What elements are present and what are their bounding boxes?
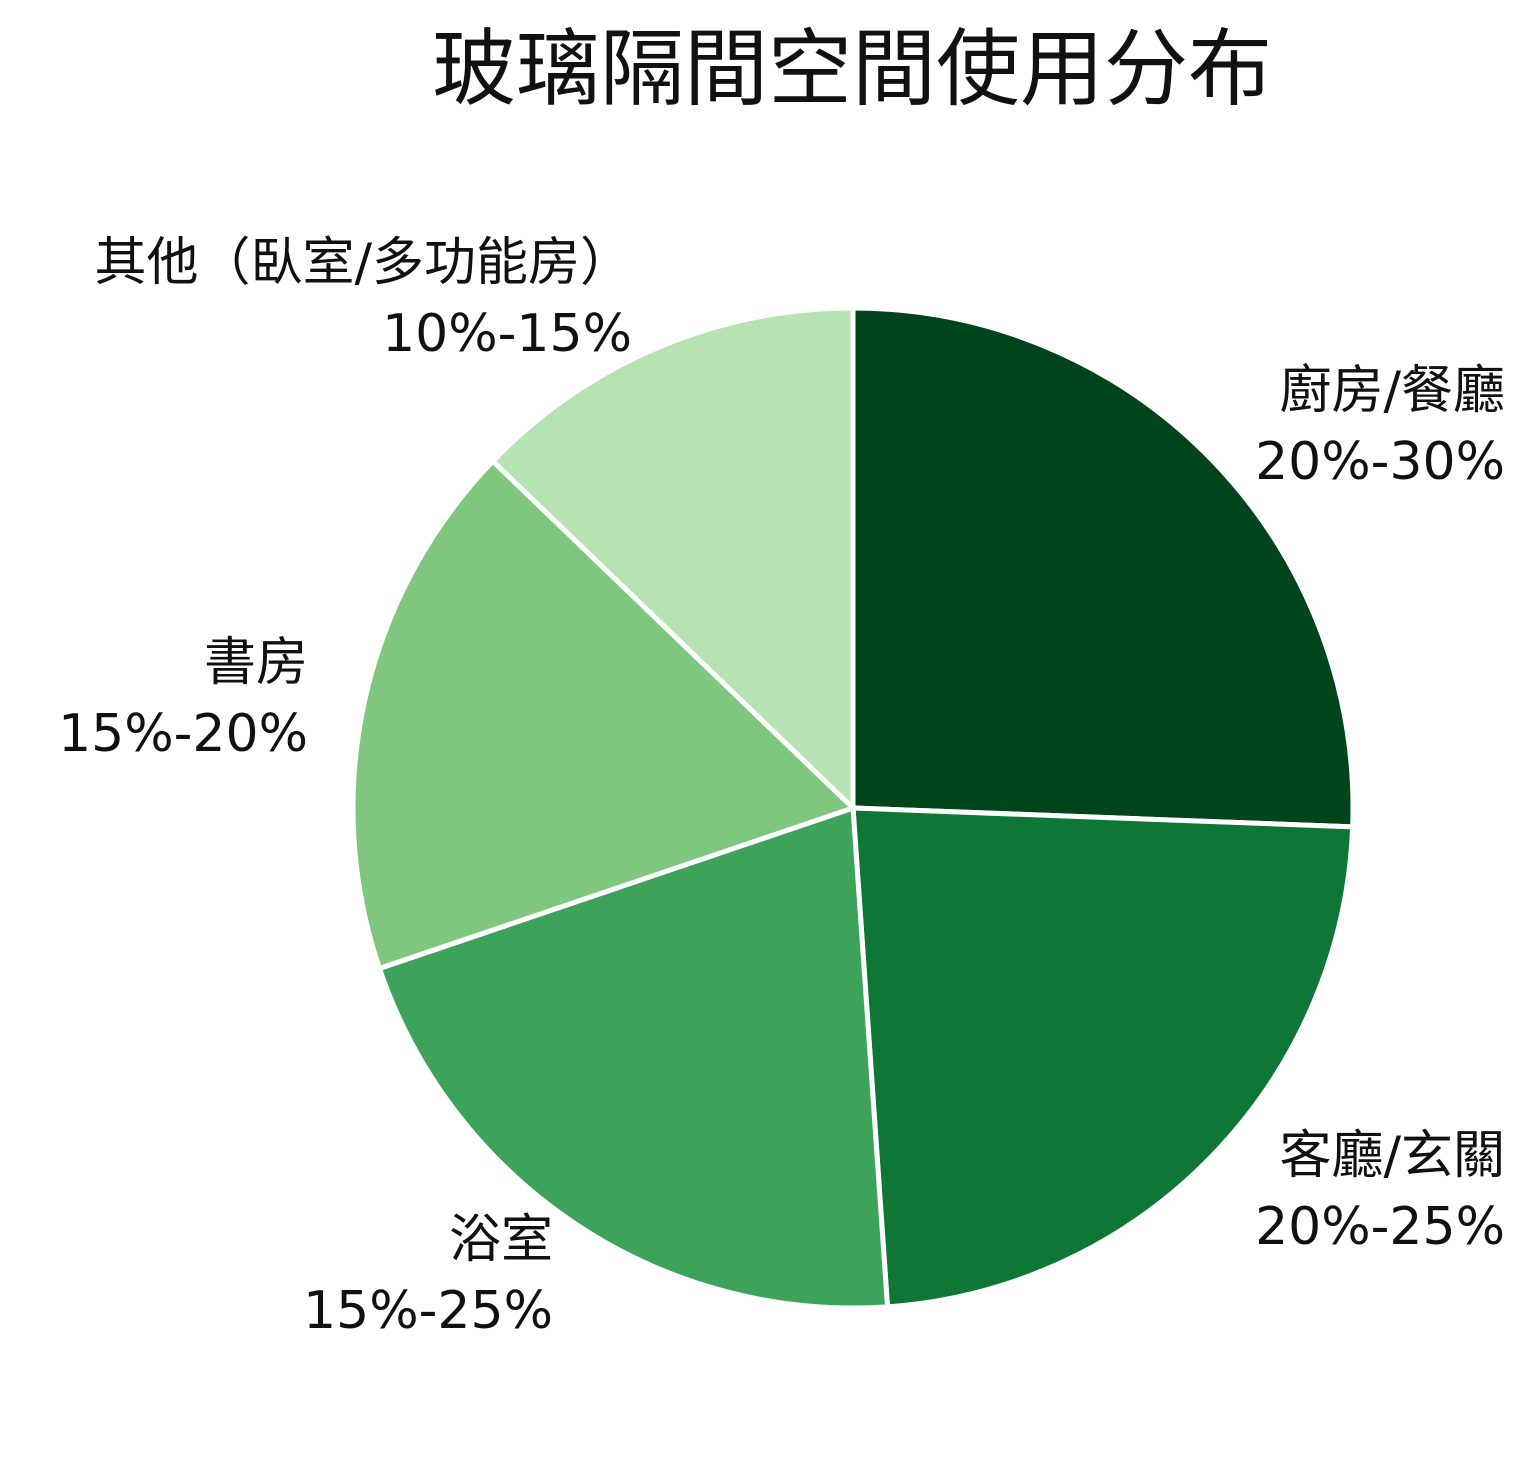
chart-title: 玻璃隔間空間使用分布: [432, 20, 1272, 118]
slice-label-name-4: 其他（臥室/多功能房）: [94, 233, 632, 293]
pie-slices: [350, 305, 1356, 1311]
slice-label-range-0: 20%-30%: [1255, 432, 1505, 492]
pie-slice-3: [350, 458, 856, 971]
slice-label-name-1: 客廳/玄關: [1279, 1126, 1505, 1186]
pie-slice-4: [490, 305, 856, 811]
slice-label-range-4: 10%-15%: [382, 304, 632, 364]
pie-slice-2: [376, 805, 891, 1311]
slice-label-range-1: 20%-25%: [1255, 1197, 1505, 1257]
slice-label-name-2: 浴室: [449, 1210, 553, 1270]
slice-label-range-2: 15%-25%: [303, 1281, 553, 1341]
pie-slice-1: [850, 805, 1356, 1310]
slice-labels: 廚房/餐廳 20%-30% 客廳/玄關 20%-25% 浴室 15%-25% 書房 15%-2…: [58, 233, 1505, 1341]
slice-label-range-3: 15%-20%: [58, 704, 308, 764]
slice-label-name-0: 廚房/餐廳: [1279, 361, 1505, 421]
slice-label-name-3: 書房: [204, 633, 308, 693]
pie-slice-0: [850, 305, 1356, 830]
